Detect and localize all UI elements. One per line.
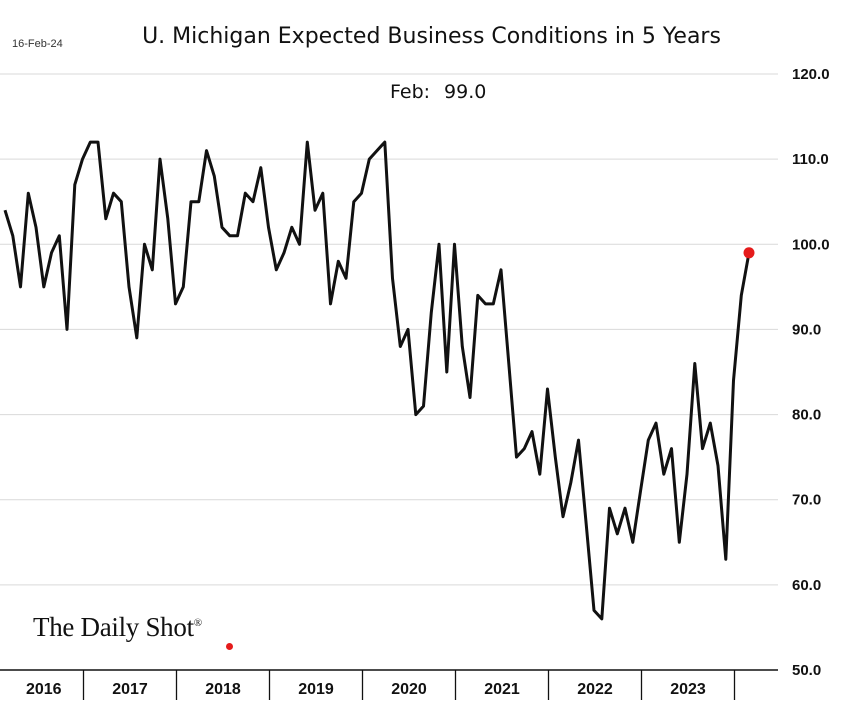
gridlines bbox=[0, 73, 778, 586]
x-tick-label: 2016 bbox=[26, 681, 62, 698]
y-tick-label: 80.0 bbox=[792, 407, 821, 424]
x-tick-label: 2022 bbox=[577, 681, 613, 698]
y-tick-label: 100.0 bbox=[792, 236, 830, 253]
x-tick-label: 2017 bbox=[112, 681, 148, 698]
y-axis-ticks: 50.0 60.0 70.0 80.0 90.0 100.0 110.0 120.0 bbox=[792, 66, 830, 679]
chart-title: U. Michigan Expected Business Conditions… bbox=[142, 24, 721, 49]
x-tick-label: 2018 bbox=[205, 681, 241, 698]
daily-shot-logo: The Daily Shot® bbox=[33, 612, 202, 643]
y-tick-label: 70.0 bbox=[792, 492, 821, 509]
annotation-label: Feb: bbox=[390, 81, 431, 103]
series-layer bbox=[3, 140, 755, 621]
x-tick-label: 2020 bbox=[391, 681, 427, 698]
date-label: 16-Feb-24 bbox=[12, 38, 63, 50]
latest-value-annotation: Feb: 99.0 bbox=[390, 81, 486, 103]
x-axis: 2016 2017 2018 2019 2020 2021 2022 2023 bbox=[0, 669, 778, 700]
y-tick-label: 120.0 bbox=[792, 66, 830, 83]
y-tick-label: 110.0 bbox=[792, 151, 829, 168]
y-tick-label: 90.0 bbox=[792, 321, 821, 338]
annotation-value: 99.0 bbox=[444, 81, 487, 103]
y-tick-label: 60.0 bbox=[792, 577, 821, 594]
latest-point bbox=[743, 247, 755, 259]
logo-text: The Daily Shot bbox=[33, 612, 194, 642]
x-tick-label: 2021 bbox=[484, 681, 520, 698]
series-line bbox=[3, 140, 751, 621]
x-tick-label: 2023 bbox=[670, 681, 706, 698]
logo-mark: ® bbox=[193, 617, 202, 629]
logo-dot-icon bbox=[226, 643, 233, 650]
y-tick-label: 50.0 bbox=[792, 662, 821, 679]
x-tick-label: 2019 bbox=[298, 681, 334, 698]
